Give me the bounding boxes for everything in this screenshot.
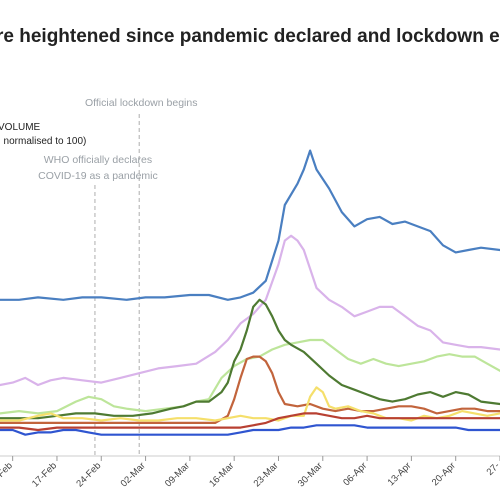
x-tick-label: 02-Mar — [119, 460, 148, 489]
x-tick-label: 13-Apr — [386, 460, 414, 488]
x-tick-label: 30-Mar — [296, 460, 325, 489]
x-tick-label: 17-Feb — [30, 460, 59, 489]
x-axis: Feb 17-Feb 24-Feb 02-Mar 09-Mar 16-Mar 23-Mar 3… — [0, 455, 500, 489]
series-line-4 — [0, 298, 500, 420]
annotation-label: COVID-19 as a pandemic — [38, 170, 158, 182]
series-line-5 — [0, 355, 500, 424]
x-tick-label: 20-Apr — [430, 460, 458, 488]
series-line-8 — [0, 424, 500, 436]
chart-title: re heightened since pandemic declared an… — [0, 26, 500, 47]
legend-line: VOLUME — [0, 122, 41, 133]
series-lines — [0, 149, 500, 436]
series-line-3 — [0, 338, 500, 415]
x-tick-label: 27- — [485, 460, 500, 477]
x-tick-label: 06-Apr — [341, 460, 369, 488]
x-tick-label: 09-Mar — [163, 460, 192, 489]
x-tick-label: 24-Feb — [74, 460, 103, 489]
series-line-6 — [0, 386, 500, 422]
legend-line: , normalised to 100) — [0, 136, 86, 147]
series-line-7 — [0, 412, 500, 432]
legend-text: VOLUME , normalised to 100) — [0, 122, 86, 147]
series-line-2 — [0, 234, 500, 387]
x-tick-label: 16-Mar — [207, 460, 236, 489]
x-tick-label: 23-Mar — [252, 460, 281, 489]
x-tick-label: Feb — [0, 460, 15, 479]
annotation-label: Official lockdown begins — [85, 97, 197, 109]
annotation-label: WHO officially declares — [44, 154, 152, 166]
annotations: Official lockdown begins WHO officially d… — [38, 97, 197, 455]
series-line-1 — [0, 149, 500, 301]
